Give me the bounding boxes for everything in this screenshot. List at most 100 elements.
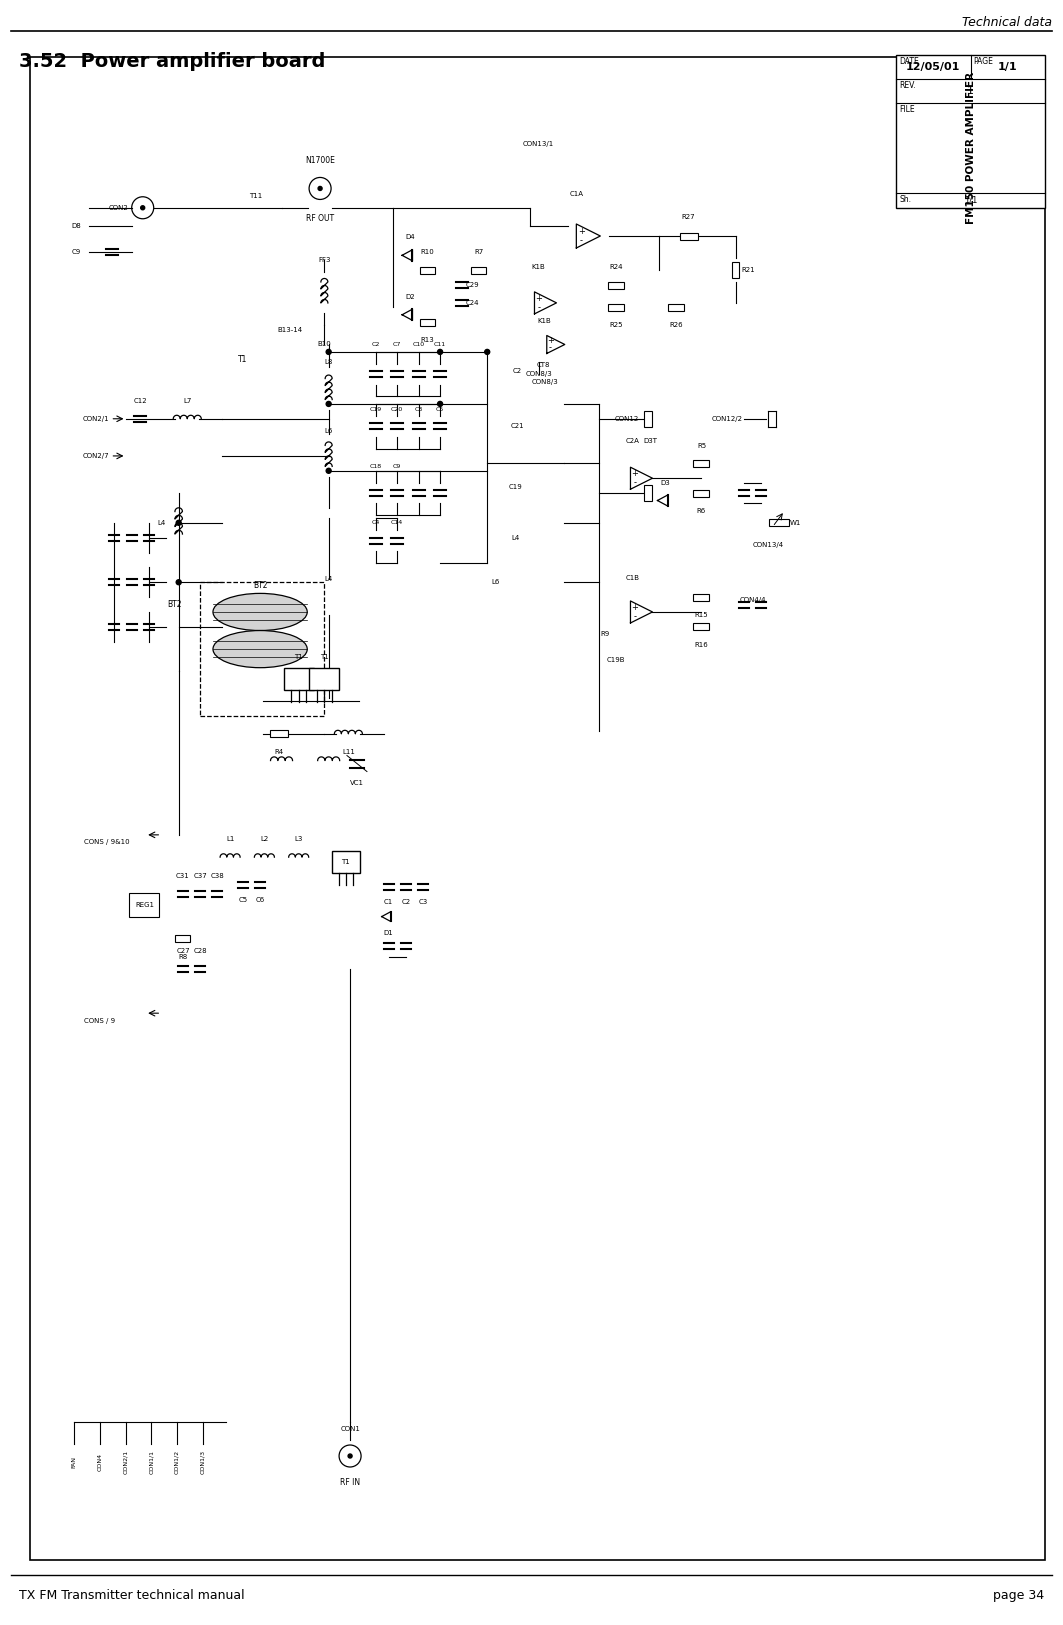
Circle shape [176, 580, 181, 585]
Text: CON1/2: CON1/2 [174, 1450, 180, 1474]
Text: DATE: DATE [899, 57, 918, 67]
Text: +: + [536, 294, 542, 302]
Text: C1B: C1B [626, 575, 640, 580]
Text: TX FM Transmitter technical manual: TX FM Transmitter technical manual [19, 1589, 244, 1602]
Circle shape [326, 349, 332, 354]
Text: C3: C3 [419, 899, 427, 905]
Text: C5: C5 [238, 897, 248, 904]
Text: D8: D8 [71, 223, 81, 229]
Text: D2: D2 [405, 294, 415, 301]
Text: PAGE: PAGE [974, 57, 994, 67]
Bar [732, 262, 739, 278]
Text: R13: R13 [420, 336, 434, 343]
Text: B13-14: B13-14 [277, 327, 303, 333]
Text: BT2: BT2 [167, 600, 182, 609]
Text: C9: C9 [71, 249, 81, 255]
Text: C4: C4 [372, 520, 379, 525]
Text: C19: C19 [508, 484, 522, 491]
Text: +: + [547, 336, 554, 346]
Text: L7: L7 [183, 398, 191, 405]
Text: L1: L1 [226, 837, 234, 842]
Circle shape [318, 187, 322, 190]
Text: D3T: D3T [643, 439, 657, 444]
Text: CON8/3: CON8/3 [533, 379, 559, 385]
Text: R10: R10 [420, 249, 434, 255]
Text: CON12: CON12 [614, 416, 639, 422]
Text: C2: C2 [372, 341, 379, 348]
Circle shape [176, 520, 181, 525]
Text: CON2/1: CON2/1 [123, 1450, 128, 1474]
Text: R27: R27 [681, 213, 695, 219]
Text: L6: L6 [324, 427, 333, 434]
Text: 12/05/01: 12/05/01 [906, 62, 961, 72]
Text: B10: B10 [318, 341, 332, 348]
Bar [769, 520, 789, 526]
Text: -: - [549, 343, 552, 353]
Text: C6: C6 [255, 897, 265, 904]
Text: Sh.: Sh. [899, 195, 911, 203]
Text: CON12/2: CON12/2 [711, 416, 743, 422]
Text: K1B: K1B [537, 318, 551, 323]
Text: L11: L11 [342, 749, 355, 754]
Text: R16: R16 [694, 642, 708, 648]
Bar [693, 624, 709, 630]
Ellipse shape [213, 630, 307, 668]
Text: R15: R15 [694, 613, 708, 618]
Bar [608, 304, 624, 310]
Text: R26: R26 [669, 322, 682, 328]
Bar [608, 281, 624, 289]
Text: CON2/7: CON2/7 [82, 453, 108, 458]
Text: C31: C31 [176, 874, 190, 879]
Bar [668, 304, 684, 310]
Text: C27: C27 [176, 947, 190, 954]
Text: L6: L6 [491, 578, 500, 585]
Bar [693, 460, 709, 466]
Text: page 34: page 34 [993, 1589, 1044, 1602]
Circle shape [348, 1454, 352, 1458]
Text: -: - [579, 236, 583, 245]
Text: C1A: C1A [570, 192, 584, 197]
Text: C24: C24 [466, 301, 479, 306]
Text: CON13/4: CON13/4 [753, 543, 783, 548]
Text: 1/1: 1/1 [998, 62, 1017, 72]
Text: CON8/3: CON8/3 [525, 370, 552, 377]
Ellipse shape [213, 593, 307, 630]
Text: CON1: CON1 [340, 1427, 360, 1432]
Text: 1/1: 1/1 [964, 197, 977, 205]
Text: +: + [631, 603, 638, 613]
Bar [309, 668, 339, 691]
Text: K1B: K1B [532, 265, 545, 270]
Text: R5: R5 [697, 442, 706, 449]
Bar [679, 232, 697, 239]
Text: C19: C19 [370, 408, 382, 413]
Text: C12: C12 [133, 398, 147, 405]
Circle shape [326, 468, 332, 473]
Text: REV.: REV. [899, 81, 916, 89]
Text: R8: R8 [179, 954, 187, 960]
Text: L4: L4 [511, 535, 520, 541]
Text: L3: L3 [294, 837, 303, 842]
Text: C14: C14 [391, 520, 403, 525]
Text: FF3: FF3 [318, 257, 331, 263]
Bar [175, 936, 190, 942]
Text: D3: D3 [660, 479, 671, 486]
Text: L4: L4 [157, 520, 166, 526]
Text: R9: R9 [600, 630, 609, 637]
Text: C38: C38 [210, 874, 224, 879]
Text: CON4/4: CON4/4 [740, 596, 766, 603]
Text: T1: T1 [238, 354, 248, 364]
Bar [332, 850, 359, 873]
Text: 1: 1 [967, 86, 974, 96]
Bar [471, 266, 486, 273]
Text: C2: C2 [512, 369, 522, 374]
Text: VC1: VC1 [350, 780, 364, 786]
Bar [270, 730, 288, 738]
Text: R24: R24 [609, 265, 623, 270]
Text: L8: L8 [324, 359, 333, 366]
Text: N1700E: N1700E [305, 156, 335, 164]
Text: C9: C9 [393, 463, 402, 470]
Bar [693, 593, 709, 601]
Text: C37: C37 [193, 874, 207, 879]
Circle shape [326, 401, 332, 406]
Text: R7: R7 [474, 249, 484, 255]
